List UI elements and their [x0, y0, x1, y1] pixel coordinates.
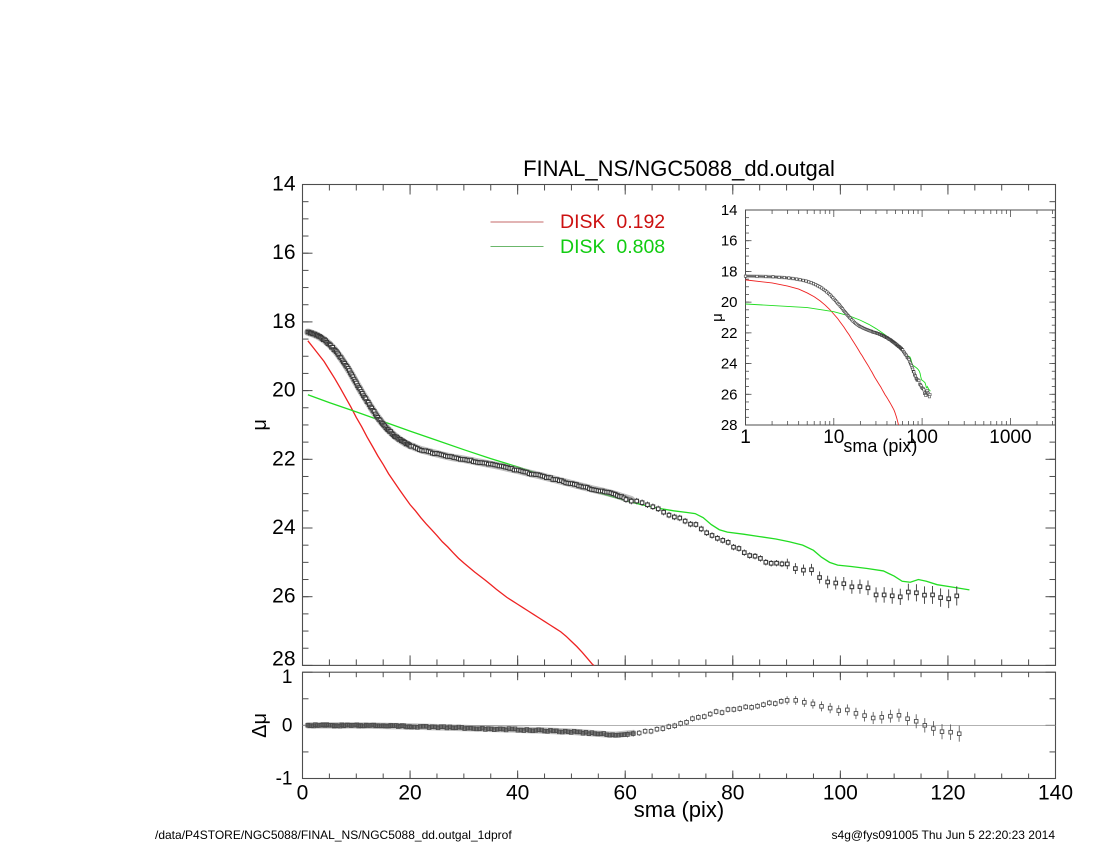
svg-text:80: 80 — [721, 782, 744, 805]
svg-text:20: 20 — [721, 294, 738, 311]
svg-text:1000: 1000 — [989, 427, 1031, 448]
svg-text:16: 16 — [272, 241, 295, 264]
svg-text:140: 140 — [1038, 782, 1073, 805]
svg-text:24: 24 — [272, 516, 296, 539]
svg-text:FINAL_NS/NGC5088_dd.outgal: FINAL_NS/NGC5088_dd.outgal — [523, 156, 835, 181]
svg-text:16: 16 — [721, 233, 738, 250]
svg-text:10: 10 — [823, 427, 844, 448]
svg-text:120: 120 — [930, 782, 965, 805]
svg-text:1: 1 — [282, 667, 293, 688]
svg-text:14: 14 — [721, 202, 738, 219]
svg-text:18: 18 — [721, 263, 738, 280]
svg-text:sma (pix): sma (pix) — [843, 436, 917, 456]
svg-text:14: 14 — [272, 173, 296, 196]
svg-text:24: 24 — [721, 356, 738, 373]
svg-text:DISK 0.808: DISK 0.808 — [560, 236, 665, 258]
svg-text:s4g@fys091005 Thu Jun 5 22:2: s4g@fys091005 Thu Jun 5 22:20:23 2014 — [832, 828, 1056, 842]
svg-text:Δμ: Δμ — [249, 713, 271, 738]
svg-text:26: 26 — [272, 585, 295, 608]
svg-text:20: 20 — [272, 379, 295, 402]
svg-text:40: 40 — [506, 782, 529, 805]
svg-text:sma (pix): sma (pix) — [634, 797, 724, 822]
svg-text:20: 20 — [398, 782, 421, 805]
svg-text:DISK 0.192: DISK 0.192 — [560, 211, 665, 233]
svg-text:22: 22 — [272, 447, 295, 470]
svg-text:100: 100 — [823, 782, 858, 805]
svg-text:μ: μ — [249, 419, 271, 431]
svg-text:μ: μ — [709, 313, 726, 322]
svg-text:18: 18 — [272, 310, 295, 333]
svg-text:0: 0 — [282, 715, 293, 736]
svg-text:22: 22 — [721, 325, 738, 342]
svg-text:1: 1 — [740, 427, 751, 448]
svg-text:28: 28 — [721, 417, 738, 434]
svg-text:/data/P4STORE/NGC5088/FINAL_NS: /data/P4STORE/NGC5088/FINAL_NS/NGC5088_d… — [155, 828, 512, 842]
svg-text:0: 0 — [297, 782, 309, 805]
svg-text:-1: -1 — [276, 769, 293, 790]
svg-text:26: 26 — [721, 386, 738, 403]
